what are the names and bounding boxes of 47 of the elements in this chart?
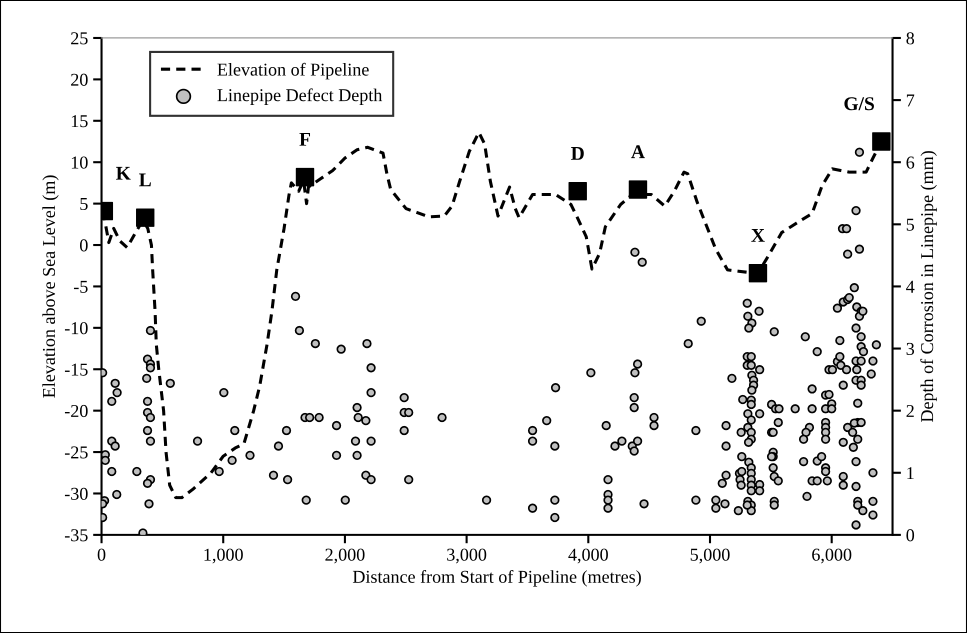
y2-tick-label: 3: [906, 342, 914, 355]
annotation: K: [116, 166, 131, 180]
annotation: A: [631, 145, 645, 158]
x-tick-label: 0: [98, 548, 106, 561]
point: [296, 168, 314, 186]
x-tick-label: 1,000: [204, 548, 243, 564]
y-axis-title: Elevation above Sea Level (m): [42, 175, 59, 398]
y-tick-label: 5: [80, 198, 88, 210]
y2-tick-label: 7: [906, 94, 914, 106]
x-tick-label: 4,000: [568, 548, 608, 564]
x-tick-label: 6,000: [812, 548, 852, 564]
y2-tick-label: 5: [906, 218, 914, 231]
point: [568, 182, 587, 200]
point: [628, 180, 648, 199]
y-tick-label: 20: [71, 74, 88, 86]
y2-axis-title: Depth of Corrosion in Linepipe (mm): [920, 151, 937, 422]
annotation: F: [299, 132, 310, 146]
y2-tick-label: 8: [906, 32, 914, 44]
y-tick-label: -35: [64, 529, 88, 542]
y2-tick-label: 1: [907, 467, 914, 480]
annotation: X: [751, 229, 765, 242]
x-tick-label: 2,000: [325, 548, 365, 564]
x-tick-label: 5,000: [690, 548, 730, 564]
y-tick-label: -30: [64, 488, 88, 500]
y2-tick-label: 6: [906, 156, 914, 169]
y-tick-label: -25: [64, 446, 88, 459]
y-tick-label: 25: [71, 32, 88, 44]
y2-tick-label: 0: [906, 529, 914, 542]
y2-tick-label: 4: [906, 280, 914, 293]
y-tick-label: -15: [64, 364, 88, 376]
legend-label: Elevation of Pipeline: [217, 62, 369, 80]
legend-label: Linepipe Defect Depth: [217, 88, 382, 105]
y2-tick-label: 2: [906, 404, 914, 417]
annotation: D: [571, 147, 584, 160]
y-tick-label: -20: [64, 404, 88, 418]
point: [136, 208, 154, 227]
x-axis-title: Distance from Start of Pipeline (metres): [352, 570, 641, 587]
annotation: L: [139, 174, 151, 186]
y-tick-label: 10: [72, 156, 88, 169]
y-tick-label: -10: [64, 322, 88, 334]
annotation: G/S: [844, 97, 874, 110]
y-tick-label: 0: [80, 239, 88, 252]
y-tick-label: -5: [74, 280, 88, 293]
y-tick-label: 15: [72, 115, 88, 128]
point: [748, 264, 768, 282]
x-tick-label: 3,000: [447, 548, 486, 564]
point: [872, 132, 891, 151]
